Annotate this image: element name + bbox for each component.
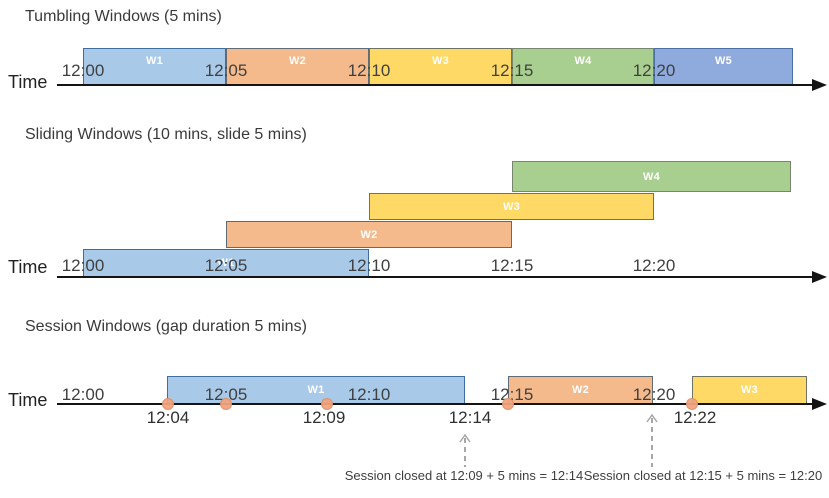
session-close-arrow-icon — [459, 433, 471, 472]
window-label: W3 — [740, 384, 759, 396]
window-label: W3 — [431, 55, 450, 67]
sliding-window-w4: W4 — [512, 161, 791, 192]
session-close-arrow-icon — [646, 413, 658, 472]
window-label: W4 — [642, 170, 661, 183]
window-label: W1 — [145, 55, 164, 67]
tick-label: 12:10 — [347, 256, 391, 275]
tick-label: 12:20 — [632, 61, 676, 80]
tick-label: 12:15 — [490, 385, 534, 404]
tumbling-section-title: Tumbling Windows (5 mins) — [25, 8, 222, 25]
tumbling-axis-arrowhead-icon — [812, 79, 827, 91]
event-dot — [321, 398, 333, 410]
window-label: W2 — [360, 228, 378, 241]
window-label: W1 — [217, 257, 235, 269]
window-label: W3 — [502, 200, 521, 213]
session-axis-arrowhead-icon — [812, 398, 827, 410]
tumbling-time-axis-label: Time — [8, 72, 48, 92]
sliding-time-axis-label: Time — [8, 257, 48, 277]
tick-label: 12:00 — [61, 385, 105, 404]
tick-label: 12:00 — [61, 256, 105, 275]
event-dot — [686, 398, 698, 410]
event-dot — [502, 398, 514, 410]
session-close-annotation: Session closed at 12:15 + 5 mins = 12:20 — [583, 468, 823, 483]
event-time-label: 12:04 — [146, 408, 190, 427]
tick-label: 12:20 — [632, 256, 676, 275]
tick-label: 12:05 — [204, 256, 248, 275]
sliding-window-w2: W2 — [226, 221, 512, 248]
window-label: W2 — [571, 384, 590, 396]
tick-label: 12:15 — [490, 61, 534, 80]
session-window-w3: W3 — [692, 376, 807, 404]
tick-label: 12:15 — [490, 256, 534, 275]
tumbling-window-w5: W5 — [654, 48, 793, 85]
session-end-time-label: 12:14 — [448, 408, 492, 427]
event-dot — [162, 398, 174, 410]
event-dot — [220, 398, 232, 410]
session-close-annotation: Session closed at 12:09 + 5 mins = 12:14 — [344, 468, 584, 483]
session-window-w2: W2 — [508, 376, 653, 404]
tick-label: 12:05 — [204, 61, 248, 80]
window-label: W1 — [307, 384, 325, 396]
tick-label: 12:00 — [61, 61, 105, 80]
window-label: W5 — [714, 55, 733, 67]
window-label: W2 — [288, 55, 307, 67]
sliding-section-title: Sliding Windows (10 mins, slide 5 mins) — [25, 126, 307, 143]
session-window-w1: W1 — [167, 376, 465, 404]
event-time-label: 12:09 — [302, 408, 346, 427]
session-time-axis-label: Time — [8, 390, 48, 410]
tumbling-window-w3: W3 — [369, 48, 512, 85]
tumbling-time-axis-line — [57, 84, 812, 86]
session-time-axis-line — [57, 403, 812, 405]
tick-label: 12:10 — [347, 385, 391, 404]
tick-label: 12:05 — [204, 385, 248, 404]
sliding-window-w1: W1 — [83, 249, 369, 277]
event-time-label: 12:22 — [673, 408, 717, 427]
tick-label: 12:10 — [347, 61, 391, 80]
session-section-title: Session Windows (gap duration 5 mins) — [25, 318, 307, 335]
sliding-axis-arrowhead-icon — [812, 271, 827, 283]
sliding-time-axis-line — [57, 276, 812, 278]
window-label: W4 — [574, 55, 592, 67]
sliding-window-w3: W3 — [369, 193, 654, 220]
tick-label: 12:20 — [632, 385, 676, 404]
tumbling-window-w1: W1 — [83, 48, 226, 85]
